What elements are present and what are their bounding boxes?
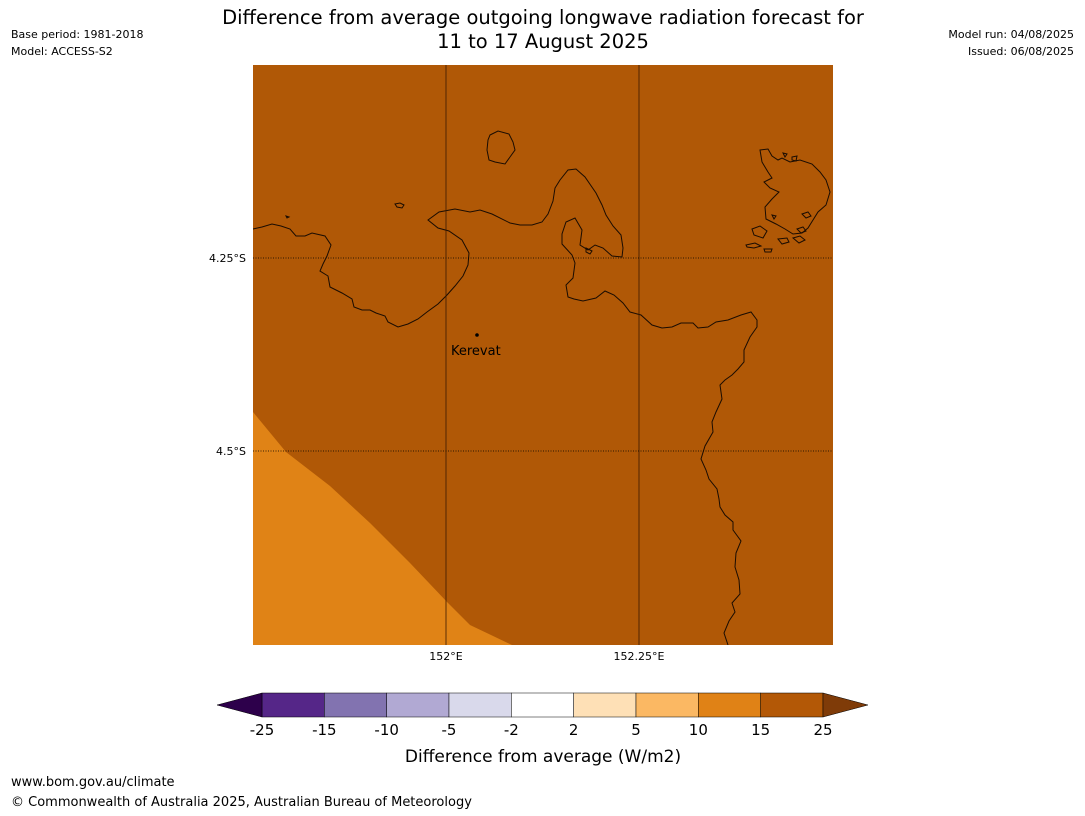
issued-label: Issued: 06/08/2025	[967, 45, 1074, 58]
colorbar-segment	[635, 692, 699, 718]
map-frame: 4.25°S 4.5°S 152°E 152.25°E Kerevat	[209, 65, 833, 663]
colorbar-over-arrow	[822, 692, 869, 718]
graticule	[253, 65, 833, 645]
colorbar-tick-label: -10	[374, 721, 399, 739]
colorbar-tick-label: -5	[442, 721, 457, 739]
coastline-islet-7	[801, 211, 812, 219]
colorbar-tick-labels: -25 -15 -10 -5 -2 2 5 10 15 25	[250, 721, 833, 739]
coastline-islet-9	[782, 152, 788, 158]
model-run-label: Model run: 04/08/2025	[948, 28, 1074, 41]
colorbar-tick-label: 15	[751, 721, 770, 739]
coastline-islet-10	[791, 155, 798, 162]
header-meta-right: Model run: 04/08/2025 Issued: 06/08/2025	[948, 26, 1074, 60]
lat-label-4-5s: 4.5°S	[216, 445, 246, 458]
coastline-islet-5	[791, 235, 806, 244]
colorbar-segment	[386, 692, 450, 718]
place-label-kerevat: Kerevat	[451, 344, 501, 359]
colorbar-under-arrow	[216, 692, 263, 718]
coastline-islet-3	[763, 248, 773, 253]
footer-copyright: © Commonwealth of Australia 2025, Austra…	[11, 795, 472, 810]
coastline-north-island	[486, 130, 516, 165]
coastline-lagoon-island	[585, 247, 593, 255]
coastline-west-islet	[285, 215, 291, 219]
footer-url: www.bom.gov.au/climate	[11, 775, 175, 790]
colorbar-tick-label: 25	[813, 721, 832, 739]
anomaly-field-10-15	[253, 412, 512, 645]
colorbar-tick-label: 5	[631, 721, 641, 739]
colorbar-segment	[760, 692, 824, 718]
title-line-2: 11 to 17 August 2025	[437, 30, 649, 53]
coastline-duke-of-york	[759, 148, 831, 235]
colorbar-title: Difference from average (W/m2)	[405, 747, 681, 767]
title-line-1: Difference from average outgoing longwav…	[222, 6, 864, 29]
coastline	[253, 130, 831, 645]
coastline-islet-6	[796, 226, 807, 234]
header-meta-left: Base period: 1981-2018 Model: ACCESS-S2	[11, 26, 143, 60]
colorbar-segments	[261, 692, 824, 718]
coastline-small-islet	[394, 202, 405, 209]
page-title: Difference from average outgoing longwav…	[143, 6, 943, 54]
coastline-islet-2	[745, 242, 763, 249]
colorbar-segment	[324, 692, 387, 718]
colorbar-tick-label: -15	[312, 721, 337, 739]
colorbar-tick-label: -25	[250, 721, 275, 739]
coastline-islet-1	[751, 225, 768, 239]
base-period-label: Base period: 1981-2018	[11, 28, 144, 41]
place-marker-kerevat	[475, 333, 479, 337]
lon-label-152-25e: 152.25°E	[614, 650, 665, 663]
colorbar-segment	[573, 692, 637, 718]
coastline-islet-8	[771, 214, 777, 220]
colorbar: -25 -15 -10 -5 -2 2 5 10 15 25 Difference from av…	[216, 692, 869, 767]
colorbar-segment	[261, 692, 325, 718]
colorbar-tick-label: 2	[569, 721, 579, 739]
colorbar-segment	[511, 692, 574, 718]
coastline-islet-4	[777, 237, 790, 245]
coastline-peninsula	[253, 168, 758, 645]
lon-label-152e: 152°E	[429, 650, 462, 663]
colorbar-tick-label: -2	[504, 721, 519, 739]
colorbar-segment	[698, 692, 761, 718]
colorbar-segment	[448, 692, 512, 718]
colorbar-tick-label: 10	[689, 721, 708, 739]
model-label: Model: ACCESS-S2	[11, 45, 113, 58]
lat-label-4-25s: 4.25°S	[209, 252, 246, 265]
